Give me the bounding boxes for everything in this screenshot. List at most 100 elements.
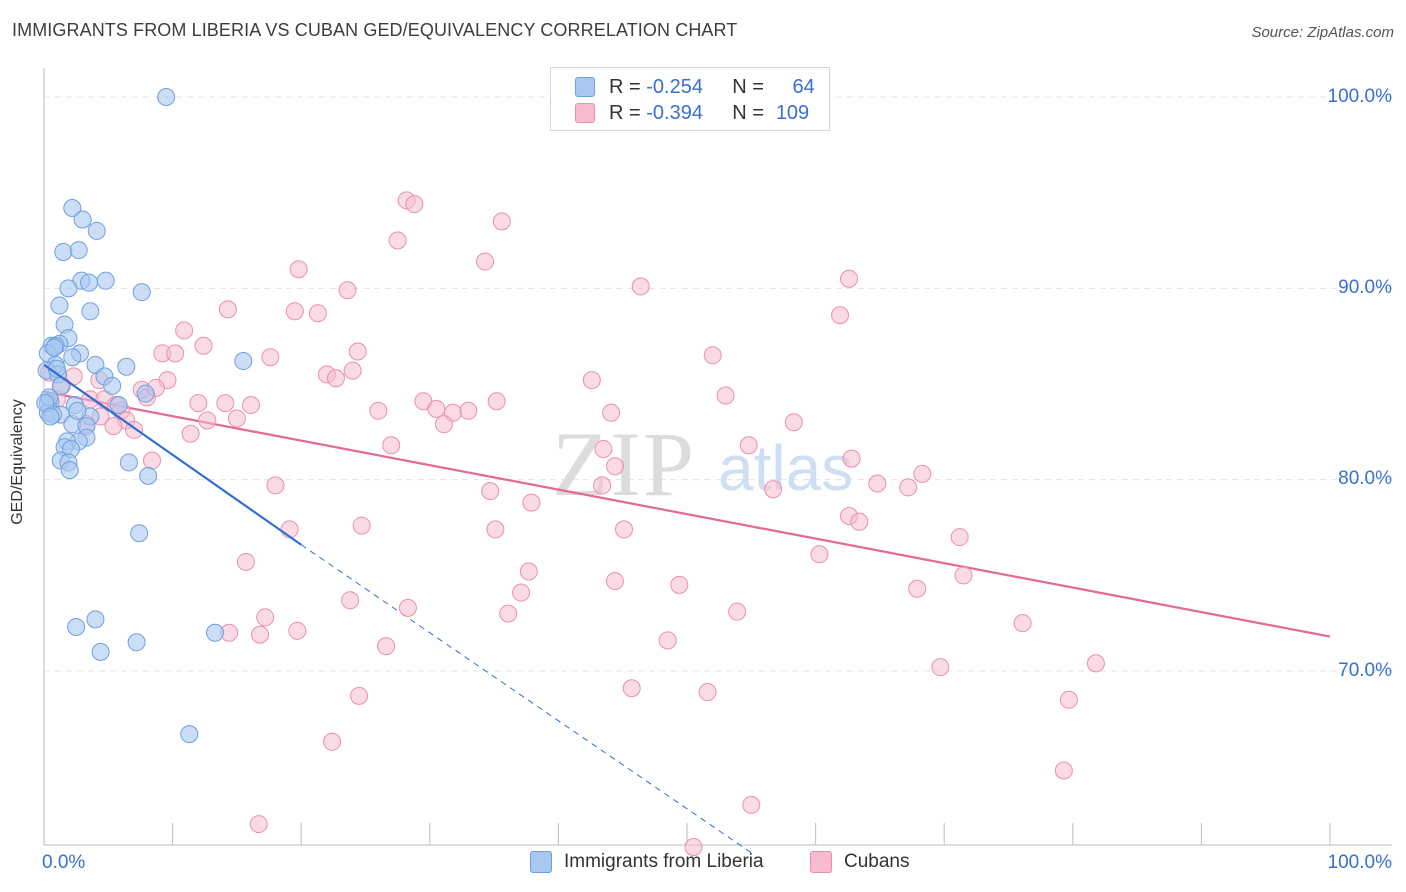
legend-n-label: N = <box>732 75 764 98</box>
cubans-point <box>377 637 396 656</box>
cubans-point <box>308 304 327 323</box>
liberia-point <box>234 352 253 371</box>
liberia-point <box>67 617 86 636</box>
cubans-point <box>175 321 194 340</box>
cubans-point <box>614 520 633 539</box>
chart-title: IMMIGRANTS FROM LIBERIA VS CUBAN GED/EQU… <box>12 20 738 40</box>
liberia-point <box>80 273 99 292</box>
cubans-point <box>341 591 360 610</box>
cubans-point <box>728 602 747 621</box>
liberia-point <box>139 466 158 485</box>
liberia-point <box>60 461 79 480</box>
cubans-point <box>1013 614 1032 633</box>
liberia-point <box>50 296 69 315</box>
cubans-point <box>251 625 270 644</box>
cubans-point <box>388 231 407 250</box>
cubans-point <box>481 482 500 501</box>
liberia-point <box>86 610 105 629</box>
legend-swatch-blue <box>575 77 595 97</box>
legend-n-value: 109 <box>775 101 810 124</box>
watermark-zip: ZIP <box>552 413 696 515</box>
y-tick-label: 80.0% <box>1338 468 1392 489</box>
y-tick-label: 90.0% <box>1338 277 1392 298</box>
cubans-point <box>261 348 280 367</box>
cubans-point <box>931 658 950 677</box>
liberia-point <box>63 198 82 217</box>
cubans-point <box>166 344 185 363</box>
cubans-point <box>842 449 861 468</box>
cubans-point <box>350 686 369 705</box>
cubans-point <box>840 269 859 288</box>
trend-lines <box>43 390 1331 854</box>
cubans-point <box>684 838 703 857</box>
cubans-point <box>266 476 285 495</box>
cubans-point <box>289 260 308 279</box>
x-tick-label-max: 100.0% <box>1327 852 1392 873</box>
cubans-point <box>194 336 213 355</box>
liberia-point <box>81 302 100 321</box>
cubans-point <box>658 631 677 650</box>
cubans-point <box>427 399 446 418</box>
cubans-point <box>236 552 255 571</box>
liberia-point <box>130 524 149 543</box>
cubans-point <box>434 415 453 434</box>
liberia-point <box>63 348 82 367</box>
cubans-point <box>249 815 268 834</box>
liberia-point <box>68 401 87 420</box>
legend-label: Immigrants from Liberia <box>564 851 764 872</box>
legend-n-value: 64 <box>792 75 815 98</box>
liberia-point <box>96 271 115 290</box>
cubans-point <box>850 512 869 531</box>
cubans-point <box>810 545 829 564</box>
cubans-point <box>519 562 538 581</box>
liberia-point <box>59 279 78 298</box>
cubans-point <box>398 598 417 617</box>
cubans-point <box>323 732 342 751</box>
legend-swatch-pink <box>575 103 595 123</box>
cubans-point <box>602 403 621 422</box>
x-tick-label-min: 0.0% <box>42 852 86 873</box>
cubans-point <box>343 361 362 380</box>
cubans-point <box>631 277 650 296</box>
cubans-point <box>784 413 803 432</box>
cubans-point <box>405 195 424 214</box>
bottom-legend-cubans: Cubans <box>810 851 910 873</box>
cubans-point <box>593 476 612 495</box>
liberia-point <box>87 221 106 240</box>
watermark: ZIP atlas <box>552 413 853 515</box>
cubans-point <box>285 302 304 321</box>
cubans-point <box>954 566 973 585</box>
cubans-point <box>382 436 401 455</box>
cubans-point <box>487 392 506 411</box>
cubans-point <box>288 621 307 640</box>
cubans-point <box>486 520 505 539</box>
cubans-point <box>594 440 613 459</box>
liberia-point <box>119 453 138 472</box>
legend-r-value: -0.394 <box>646 101 703 124</box>
cubans-point <box>348 342 367 361</box>
y-tick-label: 100.0% <box>1327 86 1392 107</box>
axes <box>43 68 1392 846</box>
liberia-trend-extension <box>300 544 752 854</box>
legend-n-label: N = <box>732 101 764 124</box>
cubans-point <box>499 604 518 623</box>
liberia-point <box>73 210 92 229</box>
cubans-point <box>326 369 345 388</box>
bottom-legend-liberia: Immigrants from Liberia <box>530 851 764 873</box>
cubans-point <box>868 474 887 493</box>
liberia-point <box>45 338 64 357</box>
liberia-point <box>69 241 88 260</box>
cubans-point <box>1086 654 1105 673</box>
correlation-legend: R = -0.254 N = 64 R = -0.394 N = 109 <box>550 67 830 131</box>
cubans-point <box>492 212 511 231</box>
cubans-point <box>512 583 531 602</box>
cubans-point <box>899 478 918 497</box>
cubans-point <box>764 480 783 499</box>
cubans-point <box>143 451 162 470</box>
y-tick-label: 70.0% <box>1338 660 1392 681</box>
cubans-point <box>913 464 932 483</box>
cubans-point <box>742 795 761 814</box>
cubans-point <box>831 306 850 325</box>
cubans-point <box>950 528 969 547</box>
